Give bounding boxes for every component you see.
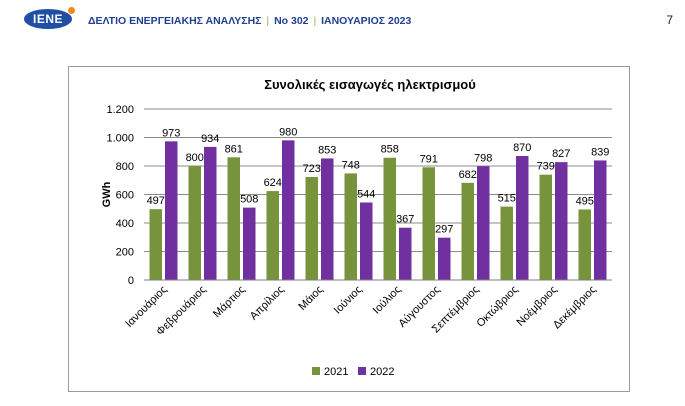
bar-2022-10 [516, 156, 529, 280]
bar-2022-4 [282, 140, 295, 280]
data-label-2022: 980 [279, 126, 297, 138]
bar-2021-8 [422, 167, 435, 280]
y-tick-label: 1.000 [106, 133, 134, 145]
x-tick-label: Απρίλιος [248, 284, 287, 323]
bar-2022-2 [204, 146, 217, 280]
x-tick-label: Οκτώβριος [474, 284, 520, 330]
data-label-2021: 495 [576, 195, 594, 207]
bar-2022-11 [555, 162, 568, 280]
data-label-2021: 791 [420, 153, 438, 165]
bar-2022-8 [438, 237, 451, 280]
bulletin-title: ΔΕΛΤΙΟ ΕΝΕΡΓΕΙΑΚΗΣ ΑΝΑΛΥΣΗΣ [88, 15, 262, 27]
y-tick-label: 600 [116, 190, 134, 202]
header-separator: | [266, 15, 270, 27]
bar-2021-4 [266, 191, 279, 280]
data-label-2021: 723 [303, 163, 321, 175]
iene-logo: IENE [24, 7, 75, 29]
bar-2022-5 [321, 158, 334, 280]
data-label-2022: 544 [357, 188, 375, 200]
data-label-2022: 297 [435, 224, 453, 236]
data-label-2022: 934 [201, 133, 219, 145]
data-label-2022: 827 [552, 148, 570, 160]
y-tick-label: 200 [116, 247, 134, 259]
data-label-2021: 682 [459, 169, 477, 181]
legend-swatch-2021 [312, 367, 320, 375]
bar-2021-6 [344, 173, 357, 280]
bar-2021-1 [149, 209, 162, 280]
data-label-2021: 748 [342, 159, 360, 171]
data-label-2021: 858 [381, 144, 399, 156]
legend-label-2022: 2022 [370, 366, 394, 378]
bar-2021-5 [305, 176, 318, 280]
bar-2021-2 [188, 166, 201, 280]
bar-2021-12 [578, 209, 591, 280]
issue-date: ΙΑΝΟΥΑΡΙΟΣ 2023 [321, 15, 412, 27]
bar-2022-6 [360, 202, 373, 280]
bar-2022-12 [594, 160, 607, 280]
legend-label-2021: 2021 [324, 366, 348, 378]
bar-2021-10 [500, 206, 513, 280]
x-tick-label: Ιούλιος [371, 284, 404, 317]
bar-2022-7 [399, 227, 412, 280]
x-tick-label: Μάρτιος [211, 284, 248, 321]
x-tick-label: Ιούνιος [332, 284, 365, 317]
data-label-2022: 508 [240, 194, 258, 206]
data-label-2022: 367 [396, 214, 414, 226]
bar-2021-7 [383, 157, 396, 280]
chart-title: Συνολικές εισαγωγές ηλεκτρισμού [264, 77, 476, 92]
y-tick-label: 0 [128, 275, 134, 287]
data-label-2021: 515 [498, 193, 516, 205]
data-label-2021: 624 [264, 177, 282, 189]
y-tick-label: 800 [116, 161, 134, 173]
issue-number: Νο 302 [274, 15, 309, 27]
data-label-2022: 870 [513, 142, 531, 154]
page-header: IENE ΔΕΛΤΙΟ ΕΝΕΡΓΕΙΑΚΗΣ ΑΝΑΛΥΣΗΣ | Νο 30… [0, 0, 685, 40]
bar-2021-11 [539, 174, 552, 280]
legend-swatch-2022 [358, 367, 366, 375]
data-label-2022: 853 [318, 144, 336, 156]
data-label-2022: 973 [162, 127, 180, 139]
y-tick-label: 400 [116, 218, 134, 230]
logo-dot-icon [68, 7, 75, 14]
data-label-2021: 800 [186, 152, 204, 164]
bar-2021-9 [461, 182, 474, 280]
page-number: 7 [666, 13, 673, 27]
x-tick-label: Μάιος [296, 284, 325, 313]
data-label-2021: 497 [147, 195, 165, 207]
header-separator: | [313, 15, 317, 27]
data-label-2022: 839 [591, 146, 609, 158]
logo-text: IENE [32, 12, 63, 26]
y-axis-label: GWh [101, 181, 113, 207]
data-label-2022: 798 [474, 152, 492, 164]
bar-2021-3 [227, 157, 240, 280]
bulletin-header: ΔΕΛΤΙΟ ΕΝΕΡΓΕΙΑΚΗΣ ΑΝΑΛΥΣΗΣ | Νο 302 | Ι… [88, 15, 411, 27]
bar-2022-1 [165, 141, 178, 280]
bar-2022-9 [477, 166, 490, 280]
y-tick-label: 1.200 [106, 104, 134, 116]
data-label-2021: 739 [537, 161, 555, 173]
bar-2022-3 [243, 207, 256, 280]
data-label-2021: 861 [225, 143, 243, 155]
